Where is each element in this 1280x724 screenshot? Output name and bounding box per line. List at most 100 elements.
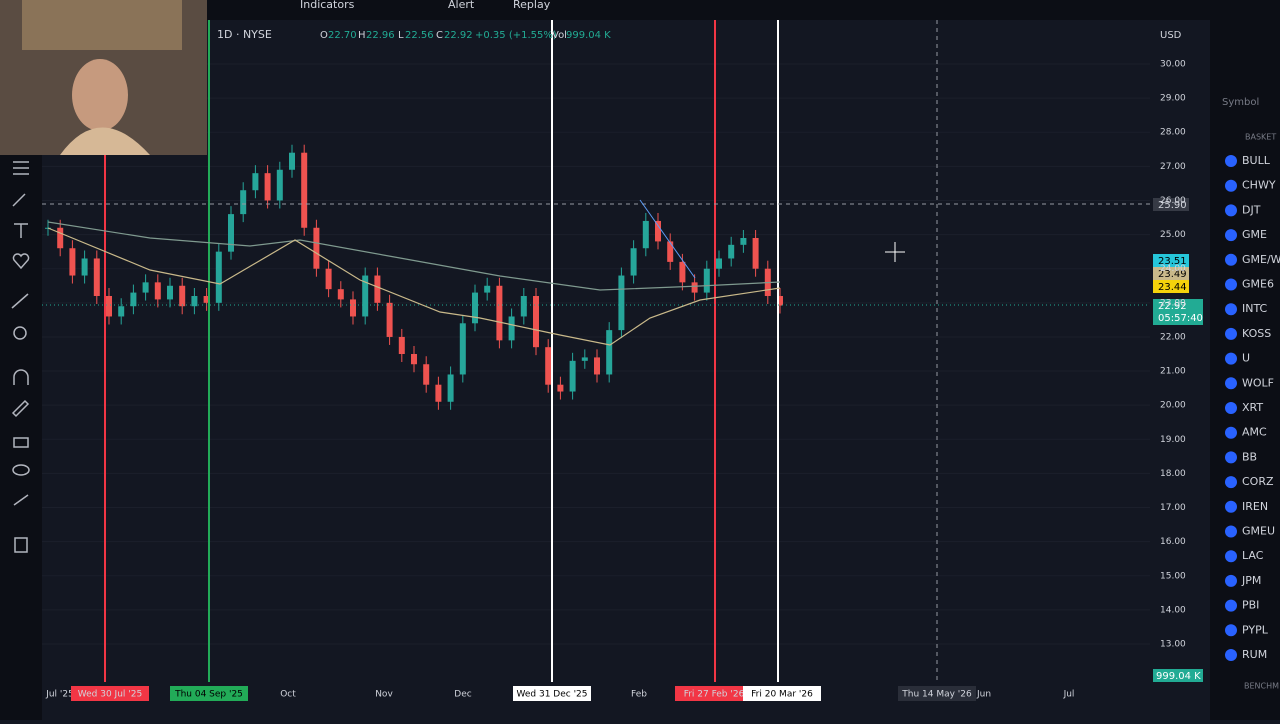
watchlist-panel [1210, 0, 1280, 720]
price-tick-label: 24.00 [1160, 264, 1186, 274]
watchlist-symbol[interactable]: AMC [1242, 426, 1267, 439]
watchlist-symbol[interactable]: GME [1242, 228, 1267, 241]
label: L [398, 30, 404, 41]
candle-body [581, 357, 588, 361]
time-tick-label: Wed 30 Jul '25 [78, 690, 142, 700]
candle-body [118, 306, 125, 317]
candle-body [362, 275, 369, 317]
candle-body [142, 282, 149, 293]
price-tick-label: 26.00 [1160, 196, 1186, 206]
currency[interactable]: USD [1160, 30, 1182, 41]
candle-body [154, 282, 161, 300]
candle-body [630, 248, 637, 276]
alert-button[interactable]: Alert [448, 0, 475, 11]
candle-body [594, 357, 600, 375]
candle-body [691, 282, 698, 293]
label: H [358, 30, 366, 41]
watchlist-symbol[interactable]: WOLF [1242, 376, 1274, 389]
candle-body [301, 152, 308, 228]
time-tick-label: Thu 14 May '26 [901, 690, 972, 700]
candle-body [57, 227, 64, 249]
candle-body [69, 248, 76, 276]
date-badge [675, 686, 753, 701]
candle-body [289, 152, 295, 170]
watchlist-symbol[interactable]: INTC [1242, 302, 1268, 315]
symbol-icon [1225, 278, 1237, 291]
candle-body [557, 384, 564, 392]
badge [1153, 267, 1189, 280]
watchlist-symbol[interactable]: CORZ [1242, 475, 1274, 488]
watchlist-symbol[interactable]: GME/W [1242, 253, 1280, 266]
candle-body [655, 220, 661, 242]
candle-body [606, 330, 613, 375]
replay-button[interactable]: Replay [513, 0, 551, 11]
candle-body [386, 302, 393, 337]
symbol-icon [1225, 179, 1237, 192]
symbol-icon [1225, 327, 1237, 340]
candle-body [728, 244, 735, 259]
time-tick-label: Thu 04 Sep '25 [174, 690, 243, 700]
plot [42, 63, 1150, 645]
value: 22.70 [328, 30, 357, 41]
watchlist-symbol[interactable]: XRT [1242, 401, 1263, 414]
legend-symbol: 1D · NYSE [217, 28, 272, 41]
candle-body [93, 258, 100, 296]
price-badges: 25.90 23.51 23.49 23.44 22.92 05:57:40 9… [1153, 198, 1203, 682]
volume-badge: 999.04 K [1156, 671, 1201, 682]
drawing-tools[interactable] [11, 161, 30, 553]
symbol-icon [1225, 303, 1237, 316]
watchlist-symbol[interactable]: CHWY [1242, 179, 1276, 192]
date-badge [898, 686, 976, 701]
symbol-icon [1225, 525, 1237, 538]
change: +0.35 (+1.55%) [475, 30, 557, 41]
candle-body [752, 238, 759, 269]
watchlist-symbol[interactable]: KOSS [1242, 327, 1271, 340]
watchlist-symbol[interactable]: PBI [1242, 599, 1259, 612]
time-tick-label: Wed 31 Dec '25 [517, 690, 588, 700]
label: C [436, 30, 443, 41]
watchlist-symbol[interactable]: U [1242, 352, 1250, 365]
candle-body [435, 384, 442, 402]
watchlist-symbol[interactable]: DJT [1242, 203, 1261, 216]
price-tick-label: 20.00 [1160, 401, 1186, 411]
candle-body [716, 258, 722, 269]
watchlist-symbol[interactable]: LAC [1242, 549, 1264, 562]
price-tick-label: 22.00 [1160, 332, 1186, 342]
ma-price: 23.51 [1158, 256, 1187, 267]
moving-average [47, 227, 781, 346]
candle-body [191, 296, 198, 307]
symbol-icon [1225, 649, 1237, 661]
date-badge [170, 686, 248, 701]
time-tick-label: Nov [375, 690, 393, 700]
candle-body [81, 258, 88, 276]
candle-body [350, 299, 356, 317]
price-tick-label: 18.00 [1160, 469, 1186, 479]
candle-body [374, 275, 381, 303]
badge [1153, 280, 1189, 293]
badge [1153, 669, 1203, 682]
time-tick-label: Fri 20 Mar '26 [751, 690, 813, 700]
price-axis [1150, 20, 1210, 682]
candle-body [667, 241, 674, 262]
candle-body [740, 238, 747, 245]
candle-body [679, 261, 686, 283]
symbol-icon [1225, 352, 1237, 365]
candle-body [228, 214, 234, 252]
label: O [320, 30, 328, 41]
watchlist-symbol[interactable]: IREN [1242, 500, 1268, 513]
watchlist-symbol[interactable]: GMEU [1242, 525, 1275, 538]
symbol-icon [1225, 155, 1237, 167]
candle-body [337, 289, 344, 300]
watchlist-symbol[interactable]: JPM [1241, 574, 1261, 587]
watchlist-symbol[interactable]: BULL [1242, 154, 1271, 167]
webcam-painting [22, 0, 182, 50]
webcam-person [72, 59, 128, 131]
watchlist-symbol[interactable]: PYPL [1242, 623, 1269, 636]
candle-body [264, 173, 271, 201]
indicators-button[interactable]: Indicators [300, 0, 355, 11]
candle-body [447, 374, 454, 402]
watchlist-symbol[interactable]: GME6 [1242, 278, 1274, 291]
watchlist-symbol[interactable]: RUM [1242, 648, 1267, 661]
candle-body [276, 169, 283, 201]
watchlist-symbol[interactable]: BB [1242, 450, 1257, 463]
